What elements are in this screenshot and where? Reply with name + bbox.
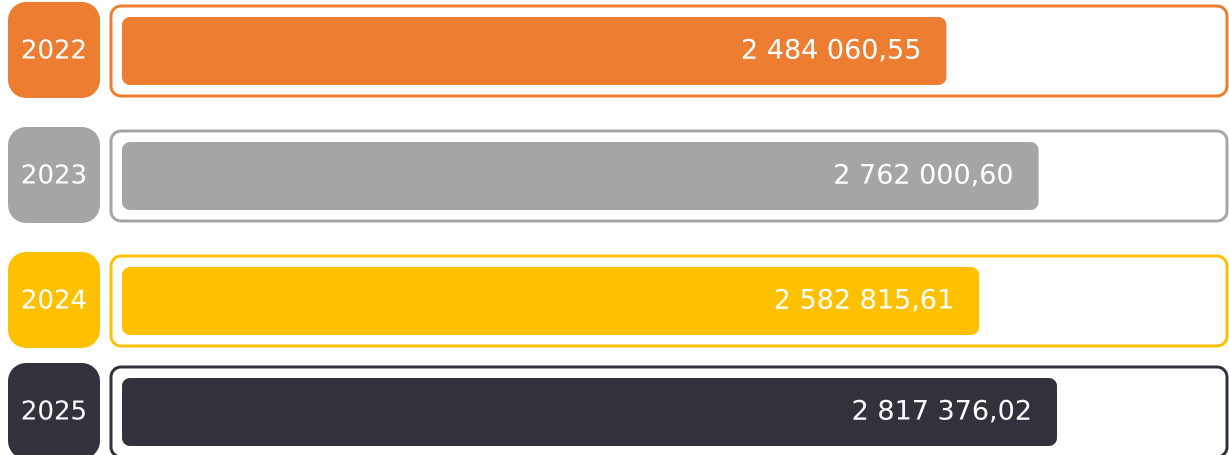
value-label: 2 762 000,60 (833, 160, 1013, 191)
bar (122, 17, 947, 85)
category-label: 2025 (21, 397, 87, 427)
value-label: 2 582 815,61 (774, 285, 954, 316)
bar (122, 267, 980, 335)
bar (122, 378, 1057, 446)
value-label: 2 817 376,02 (852, 396, 1032, 427)
category-tab (8, 2, 100, 98)
category-tab (8, 363, 100, 455)
category-tab (8, 252, 100, 348)
category-label: 2023 (21, 161, 87, 191)
value-label: 2 484 060,55 (741, 35, 921, 66)
category-tab (8, 127, 100, 223)
category-label: 2022 (21, 36, 87, 66)
bar (122, 142, 1039, 210)
category-label: 2024 (21, 286, 87, 316)
